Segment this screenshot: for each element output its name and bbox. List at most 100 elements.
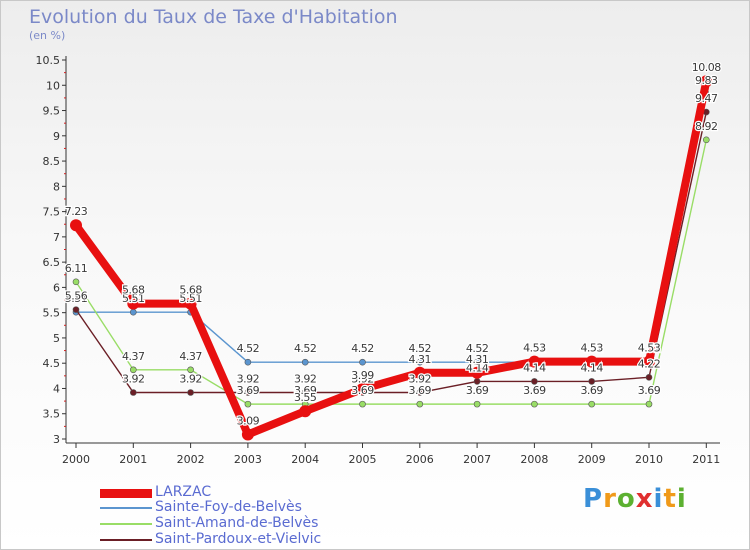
legend-swatch	[100, 507, 152, 509]
logo-letter: t	[663, 484, 677, 514]
logo-letter: x	[635, 484, 654, 514]
x-tick-label: 2002	[177, 453, 205, 466]
data-label: 4.53	[580, 342, 603, 355]
data-label: 3.69	[638, 384, 661, 397]
data-point	[645, 400, 653, 408]
data-label: 9.47	[695, 92, 718, 105]
data-label: 4.31	[409, 353, 432, 366]
data-label: 5.51	[65, 292, 88, 305]
data-label: 5.68	[122, 284, 145, 297]
data-point	[588, 378, 596, 385]
data-label: 3.92	[409, 373, 432, 386]
data-label: 5.51	[179, 292, 202, 305]
data-label: 4.14	[523, 361, 546, 374]
data-label: 7.23	[65, 205, 88, 218]
data-point	[130, 366, 137, 374]
logo-letter: o	[616, 484, 636, 514]
data-label: 3.69	[409, 384, 432, 397]
data-point	[72, 278, 80, 286]
data-point	[127, 297, 140, 310]
x-tick-label: 2008	[520, 453, 548, 466]
data-point	[473, 400, 481, 408]
data-label: 3.09	[237, 414, 260, 427]
data-label: 4.53	[523, 342, 546, 355]
y-tick-label: 7.5	[43, 206, 61, 219]
data-label: 4.52	[466, 342, 489, 355]
legend-swatch	[100, 488, 152, 498]
data-label: 3.69	[294, 384, 317, 397]
x-tick-label: 2001	[119, 453, 147, 466]
data-point	[359, 358, 366, 366]
x-tick-label: 2006	[406, 453, 434, 466]
legend-label: LARZAC	[155, 484, 212, 500]
data-label: 6.11	[65, 262, 88, 275]
data-point	[588, 400, 596, 408]
data-point	[531, 400, 538, 408]
series-line-3	[75, 111, 707, 394]
data-point	[70, 219, 82, 232]
data-point	[301, 389, 309, 396]
data-label: 3.69	[237, 384, 260, 397]
data-label: 4.22	[638, 357, 661, 370]
series-line-1	[75, 93, 707, 363]
data-label: 4.52	[237, 342, 260, 355]
data-label: 4.52	[294, 342, 317, 355]
data-point	[72, 306, 80, 313]
y-tick-label: 10.5	[36, 54, 61, 67]
data-label: 4.52	[523, 342, 546, 355]
logo-letter: i	[676, 484, 687, 514]
y-tick-label: 4.5	[43, 357, 61, 370]
y-tick-label: 8	[53, 180, 60, 193]
data-point	[645, 374, 653, 381]
data-label: 3.92	[237, 373, 260, 386]
data-point	[184, 297, 197, 310]
series-line-2	[75, 139, 707, 405]
data-point	[643, 355, 655, 368]
data-point	[585, 355, 598, 368]
data-point	[416, 400, 424, 408]
x-tick-label: 2004	[291, 453, 319, 466]
data-label: 3.55	[294, 391, 317, 404]
data-point	[356, 382, 369, 395]
logo-letter: i	[653, 484, 664, 514]
data-point	[416, 389, 424, 396]
data-point	[702, 136, 710, 144]
data-label: 4.14	[580, 361, 603, 374]
y-tick-label: 9	[53, 130, 60, 143]
series-line-0	[72, 77, 711, 439]
logo-letter: P	[583, 484, 604, 514]
data-label: 10.08	[692, 61, 721, 74]
data-label: 4.31	[466, 353, 489, 366]
y-tick-label: 7	[53, 231, 60, 244]
x-tick-label: 2003	[234, 453, 262, 466]
data-point	[416, 358, 424, 366]
y-tick-label: 3	[53, 433, 60, 446]
data-point	[700, 75, 713, 88]
data-label: 4.52	[580, 342, 603, 355]
data-label: 4.14	[466, 361, 489, 374]
data-point	[187, 366, 194, 374]
proxiti-logo: Proxiti	[583, 484, 687, 514]
y-tick-label: 9.5	[43, 105, 61, 118]
x-tick-label: 2011	[692, 453, 720, 466]
legend-label: Saint-Pardoux-et-Vielvic	[155, 531, 322, 547]
data-label: 3.92	[294, 373, 317, 386]
data-label: 3.92	[179, 373, 202, 386]
x-tick-label: 2010	[635, 453, 663, 466]
data-label: 9.83	[695, 74, 718, 87]
x-tick-label: 2000	[62, 453, 90, 466]
data-label: 3.69	[351, 384, 374, 397]
data-label: 3.92	[351, 373, 374, 386]
legend-label: Saint-Amand-de-Belvès	[155, 515, 319, 531]
logo-letter: r	[603, 484, 617, 514]
data-point	[187, 389, 194, 396]
data-label: 3.69	[466, 384, 489, 397]
data-label: 5.68	[179, 284, 202, 297]
data-label: 4.37	[179, 350, 202, 363]
unit-label: (en %)	[29, 29, 66, 42]
y-tick-label: 8.5	[43, 155, 61, 168]
data-point	[413, 366, 426, 379]
data-label: 8.92	[695, 120, 718, 133]
x-tick-label: 2009	[578, 453, 606, 466]
